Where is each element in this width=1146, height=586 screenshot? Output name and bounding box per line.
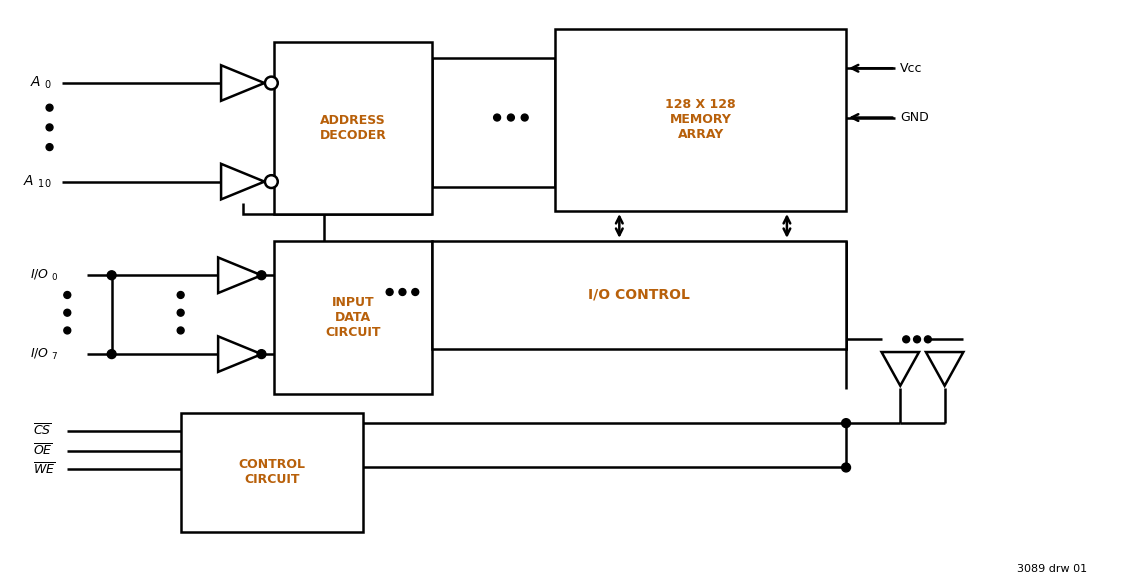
Circle shape [257, 350, 266, 359]
Text: CONTROL
CIRCUIT: CONTROL CIRCUIT [238, 458, 305, 486]
Circle shape [508, 114, 515, 121]
Circle shape [46, 144, 53, 151]
Polygon shape [218, 257, 261, 293]
Circle shape [265, 77, 277, 90]
Polygon shape [221, 164, 265, 199]
Text: INPUT
DATA
CIRCUIT: INPUT DATA CIRCUIT [325, 296, 380, 339]
Circle shape [46, 124, 53, 131]
Circle shape [399, 288, 406, 295]
Text: $\overline{WE}$: $\overline{WE}$ [33, 462, 55, 477]
Text: $\overline{CS}$: $\overline{CS}$ [33, 423, 52, 439]
Bar [274, 241, 432, 394]
Polygon shape [881, 352, 919, 386]
Bar [432, 241, 846, 349]
Circle shape [386, 288, 393, 295]
Text: 128 X 128
MEMORY
ARRAY: 128 X 128 MEMORY ARRAY [666, 98, 736, 141]
Text: $\overline{OE}$: $\overline{OE}$ [33, 443, 53, 458]
Text: GND: GND [901, 111, 929, 124]
Circle shape [46, 104, 53, 111]
Text: $A\ _0$: $A\ _0$ [30, 75, 53, 91]
Text: 3089 drw 01: 3089 drw 01 [1018, 564, 1088, 574]
Circle shape [903, 336, 910, 343]
Circle shape [913, 336, 920, 343]
Text: $I/O\ _7$: $I/O\ _7$ [30, 346, 58, 362]
Polygon shape [218, 336, 261, 372]
Polygon shape [926, 352, 964, 386]
Circle shape [257, 271, 266, 280]
Bar [556, 29, 846, 211]
Text: $A\ _{10}$: $A\ _{10}$ [23, 173, 52, 190]
Circle shape [178, 291, 185, 298]
Circle shape [494, 114, 501, 121]
Circle shape [64, 309, 71, 316]
Circle shape [411, 288, 418, 295]
Circle shape [64, 291, 71, 298]
Text: I/O CONTROL: I/O CONTROL [588, 288, 690, 302]
Circle shape [178, 309, 185, 316]
Bar [181, 413, 363, 532]
Text: Vcc: Vcc [901, 62, 923, 75]
Circle shape [841, 463, 850, 472]
Circle shape [265, 175, 277, 188]
Circle shape [521, 114, 528, 121]
Polygon shape [221, 65, 265, 101]
Circle shape [108, 271, 116, 280]
Circle shape [108, 350, 116, 359]
Bar [274, 42, 432, 214]
Text: ADDRESS
DECODER: ADDRESS DECODER [320, 114, 386, 142]
Circle shape [841, 418, 850, 428]
Circle shape [178, 327, 185, 334]
Circle shape [64, 327, 71, 334]
Circle shape [925, 336, 932, 343]
Text: $I/O\ _0$: $I/O\ _0$ [30, 268, 58, 283]
